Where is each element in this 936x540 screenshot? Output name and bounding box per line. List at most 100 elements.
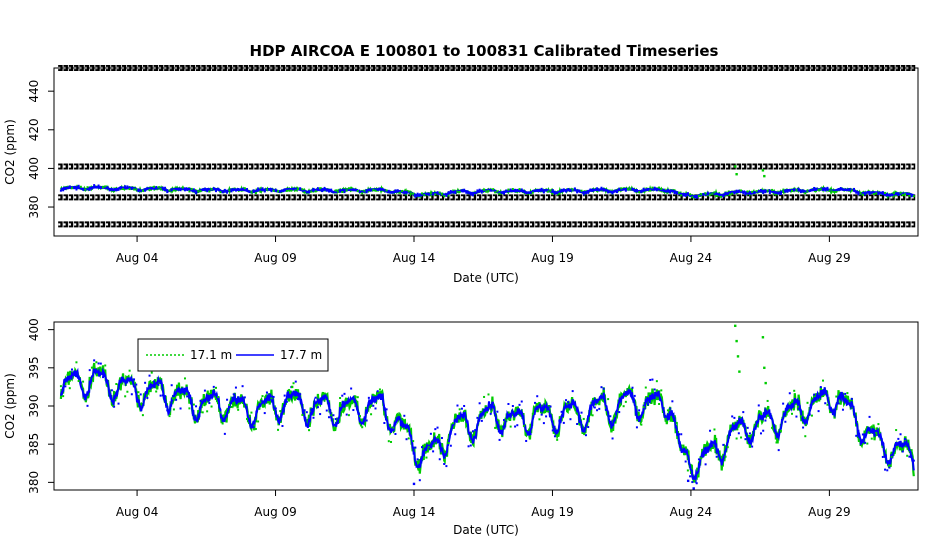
data-point: [79, 185, 82, 188]
data-point: [99, 187, 102, 190]
data-point: [197, 410, 200, 413]
data-point: [861, 193, 864, 196]
data-point: [567, 188, 570, 191]
data-point: [305, 190, 308, 193]
data-point: [385, 189, 388, 192]
data-point: [697, 195, 700, 198]
data-point: [804, 192, 807, 195]
data-point: [534, 401, 537, 404]
data-point: [549, 405, 552, 408]
data-point: [381, 397, 384, 400]
data-point: [110, 389, 113, 392]
data-point: [135, 383, 138, 386]
data-point: [292, 382, 295, 385]
data-point: [531, 191, 534, 194]
data-point: [144, 381, 147, 384]
data-point: [367, 188, 370, 191]
data-point: [815, 187, 818, 190]
data-point: [624, 400, 627, 403]
data-point: [423, 193, 426, 196]
chart-title: HDP AIRCOA E 100801 to 100831 Calibrated…: [250, 42, 719, 60]
data-point: [336, 190, 339, 193]
data-point: [695, 196, 698, 199]
data-point: [631, 386, 634, 389]
data-point: [438, 191, 441, 194]
data-point: [241, 385, 244, 388]
data-point: [848, 400, 851, 403]
data-point: [396, 189, 399, 192]
data-point: [702, 455, 705, 458]
data-point: [257, 420, 260, 423]
data-point: [771, 188, 774, 191]
data-point: [285, 400, 288, 403]
reference-levels: [58, 65, 916, 228]
data-point: [239, 397, 242, 400]
data-point: [272, 189, 275, 192]
data-point: [274, 407, 277, 410]
data-point: [525, 439, 528, 442]
data-point: [897, 437, 900, 440]
data-point: [653, 388, 656, 391]
x-tick-label: Aug 24: [670, 505, 713, 519]
data-point: [700, 457, 703, 460]
x-tick-label: Aug 04: [116, 505, 159, 519]
data-point: [622, 405, 625, 408]
data-point: [611, 437, 614, 440]
data-point: [237, 188, 240, 191]
plot-frame: [53, 67, 919, 237]
data-point: [159, 187, 162, 190]
data-point: [403, 192, 406, 195]
data-point: [476, 189, 479, 192]
data-point: [113, 405, 116, 408]
data-point: [188, 190, 191, 193]
outlier-point: [735, 173, 738, 176]
data-point: [285, 189, 288, 192]
data-point: [445, 465, 448, 468]
outlier-point: [171, 397, 175, 400]
x-tick-label: Aug 09: [254, 505, 297, 519]
outlier-point: [290, 385, 294, 389]
data-point: [609, 190, 612, 193]
data-point: [813, 186, 816, 189]
data-point: [150, 371, 153, 374]
data-point: [161, 186, 164, 189]
data-point: [157, 186, 160, 189]
data-point: [598, 189, 601, 192]
data-point: [476, 416, 479, 419]
data-point: [576, 191, 579, 194]
data-point: [354, 395, 357, 398]
data-point: [695, 482, 698, 485]
data-point: [97, 362, 100, 365]
data-point: [775, 191, 778, 194]
data-point: [367, 396, 370, 399]
data-point: [281, 189, 284, 192]
data-point: [910, 449, 913, 452]
data-point: [378, 388, 381, 391]
data-point: [139, 393, 142, 396]
data-point: [819, 386, 822, 389]
data-point: [633, 394, 636, 397]
data-point: [556, 438, 559, 441]
data-point: [740, 436, 743, 439]
data-point: [786, 190, 789, 193]
data-point: [219, 411, 222, 414]
data-point: [562, 188, 565, 191]
data-point: [432, 450, 435, 453]
data-point: [75, 361, 78, 364]
data-point: [589, 404, 592, 407]
data-point: [551, 429, 554, 432]
data-point: [398, 413, 401, 416]
data-point: [728, 434, 731, 437]
data-point: [642, 406, 645, 409]
data-point: [294, 380, 297, 383]
data-point: [489, 412, 492, 415]
data-point: [265, 188, 268, 191]
data-point: [294, 189, 297, 192]
data-point: [257, 187, 260, 190]
data-point: [93, 359, 96, 362]
outlier-point: [734, 165, 737, 168]
data-point: [824, 402, 827, 405]
data-point: [573, 187, 576, 190]
data-point: [662, 188, 665, 191]
